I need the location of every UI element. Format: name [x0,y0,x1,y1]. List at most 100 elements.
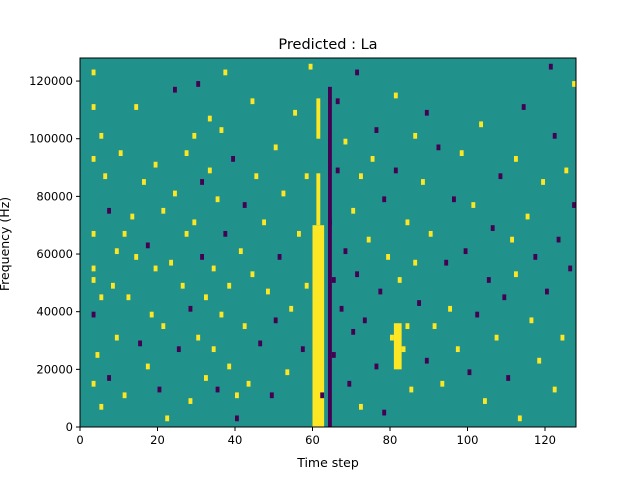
heatmap-cell [91,311,96,318]
heatmap-cell [405,219,410,226]
heatmap-cell [215,386,220,393]
heatmap-cell [572,202,577,208]
y-tick-label: 60000 [36,247,73,261]
heatmap-cell [258,340,263,347]
y-tick-label: 0 [66,420,73,434]
heatmap-cell [483,398,487,404]
y-tick-label: 20000 [36,362,73,376]
heatmap-cell [494,334,499,341]
y-axis-label: Frequency (Hz) [0,197,12,291]
heatmap-cell [444,259,449,266]
heatmap-band [312,225,325,427]
heatmap-cell [331,277,336,283]
heatmap-cell [506,375,511,381]
heatmap-cell [533,254,538,260]
heatmap-cell [490,225,495,231]
heatmap-cell [153,161,158,168]
heatmap-band [393,323,402,370]
heatmap-cell [428,230,433,237]
x-axis-label: Time step [296,455,359,470]
heatmap-cell [111,282,115,289]
heatmap-cell [328,219,332,226]
heatmap-cell [134,254,139,260]
x-tick-label: 60 [305,433,320,447]
heatmap-cell [293,109,298,116]
heatmap-cell [355,271,360,278]
heatmap-cell [521,104,526,110]
heatmap-cell [285,369,290,376]
heatmap-band [328,86,332,427]
heatmap-cell [498,173,503,180]
heatmap-cell [393,167,398,174]
heatmap-cell [192,219,197,226]
heatmap-cell [510,236,515,243]
chart-title: Predicted : La [278,37,377,53]
heatmap-cell [242,323,247,329]
y-tick-label: 120000 [29,74,73,88]
y-tick-label: 100000 [29,132,73,146]
heatmap-cell [409,386,414,393]
heatmap-cell [289,305,294,312]
heatmap-cell [564,167,569,174]
heatmap-cell [413,259,418,266]
heatmap-cell [390,334,394,341]
heatmap-cell [421,179,425,185]
heatmap-cell [235,415,239,422]
heatmap-cell [235,392,239,399]
heatmap-cell [266,288,270,295]
heatmap-cell [397,277,402,283]
heatmap-cell [297,230,301,237]
heatmap-cell [308,63,313,70]
heatmap-cell [370,156,375,162]
y-tick-label: 40000 [36,305,73,319]
heatmap-cell [479,121,484,128]
heatmap-cell [219,127,224,133]
heatmap-cell [145,242,150,249]
heatmap-cell [157,386,162,393]
heatmap-cell [165,415,170,422]
heatmap-cell [541,179,546,185]
heatmap-cell [91,156,96,162]
x-tick-label: 0 [76,433,83,447]
heatmap-cell [99,132,104,139]
heatmap-cell [413,132,418,139]
heatmap-cell [126,294,131,301]
heatmap-cell [467,369,472,376]
heatmap-cell [91,380,96,387]
heatmap-cell [153,265,158,272]
heatmap-cell [366,236,371,243]
heatmap-cell [517,415,522,422]
heatmap-cell [455,346,460,353]
heatmap-cell [99,403,104,410]
heatmap-cell [145,363,150,370]
heatmap-cell [200,254,205,260]
heatmap-cell [169,259,174,266]
heatmap-cell [196,81,201,87]
heatmap-cell [269,392,274,399]
heatmap-cell [436,144,441,151]
heatmap-cell [107,207,112,214]
heatmap-cell [401,346,406,353]
heatmap-cell [355,69,360,76]
heatmap-cell [211,346,216,353]
heatmap-cell [335,167,340,174]
heatmap-cell [262,219,267,226]
heatmap-cell [374,363,379,370]
heatmap-cell [134,104,139,110]
heatmap-cell [382,196,387,203]
heatmap-cell [459,150,464,157]
heatmap-cell [304,282,309,289]
heatmap-cell [103,173,108,180]
heatmap-cell [91,104,96,110]
heatmap-cell [204,294,208,301]
heatmap-cell [142,179,146,185]
heatmap-cell [300,346,305,353]
heatmap-cell [273,317,278,324]
heatmap-cell [378,288,383,295]
heatmap-cell [552,386,557,393]
heatmap-cell [188,305,193,312]
heatmap-cell [161,323,166,329]
heatmap-band [316,173,321,226]
heatmap-cell [304,173,309,180]
